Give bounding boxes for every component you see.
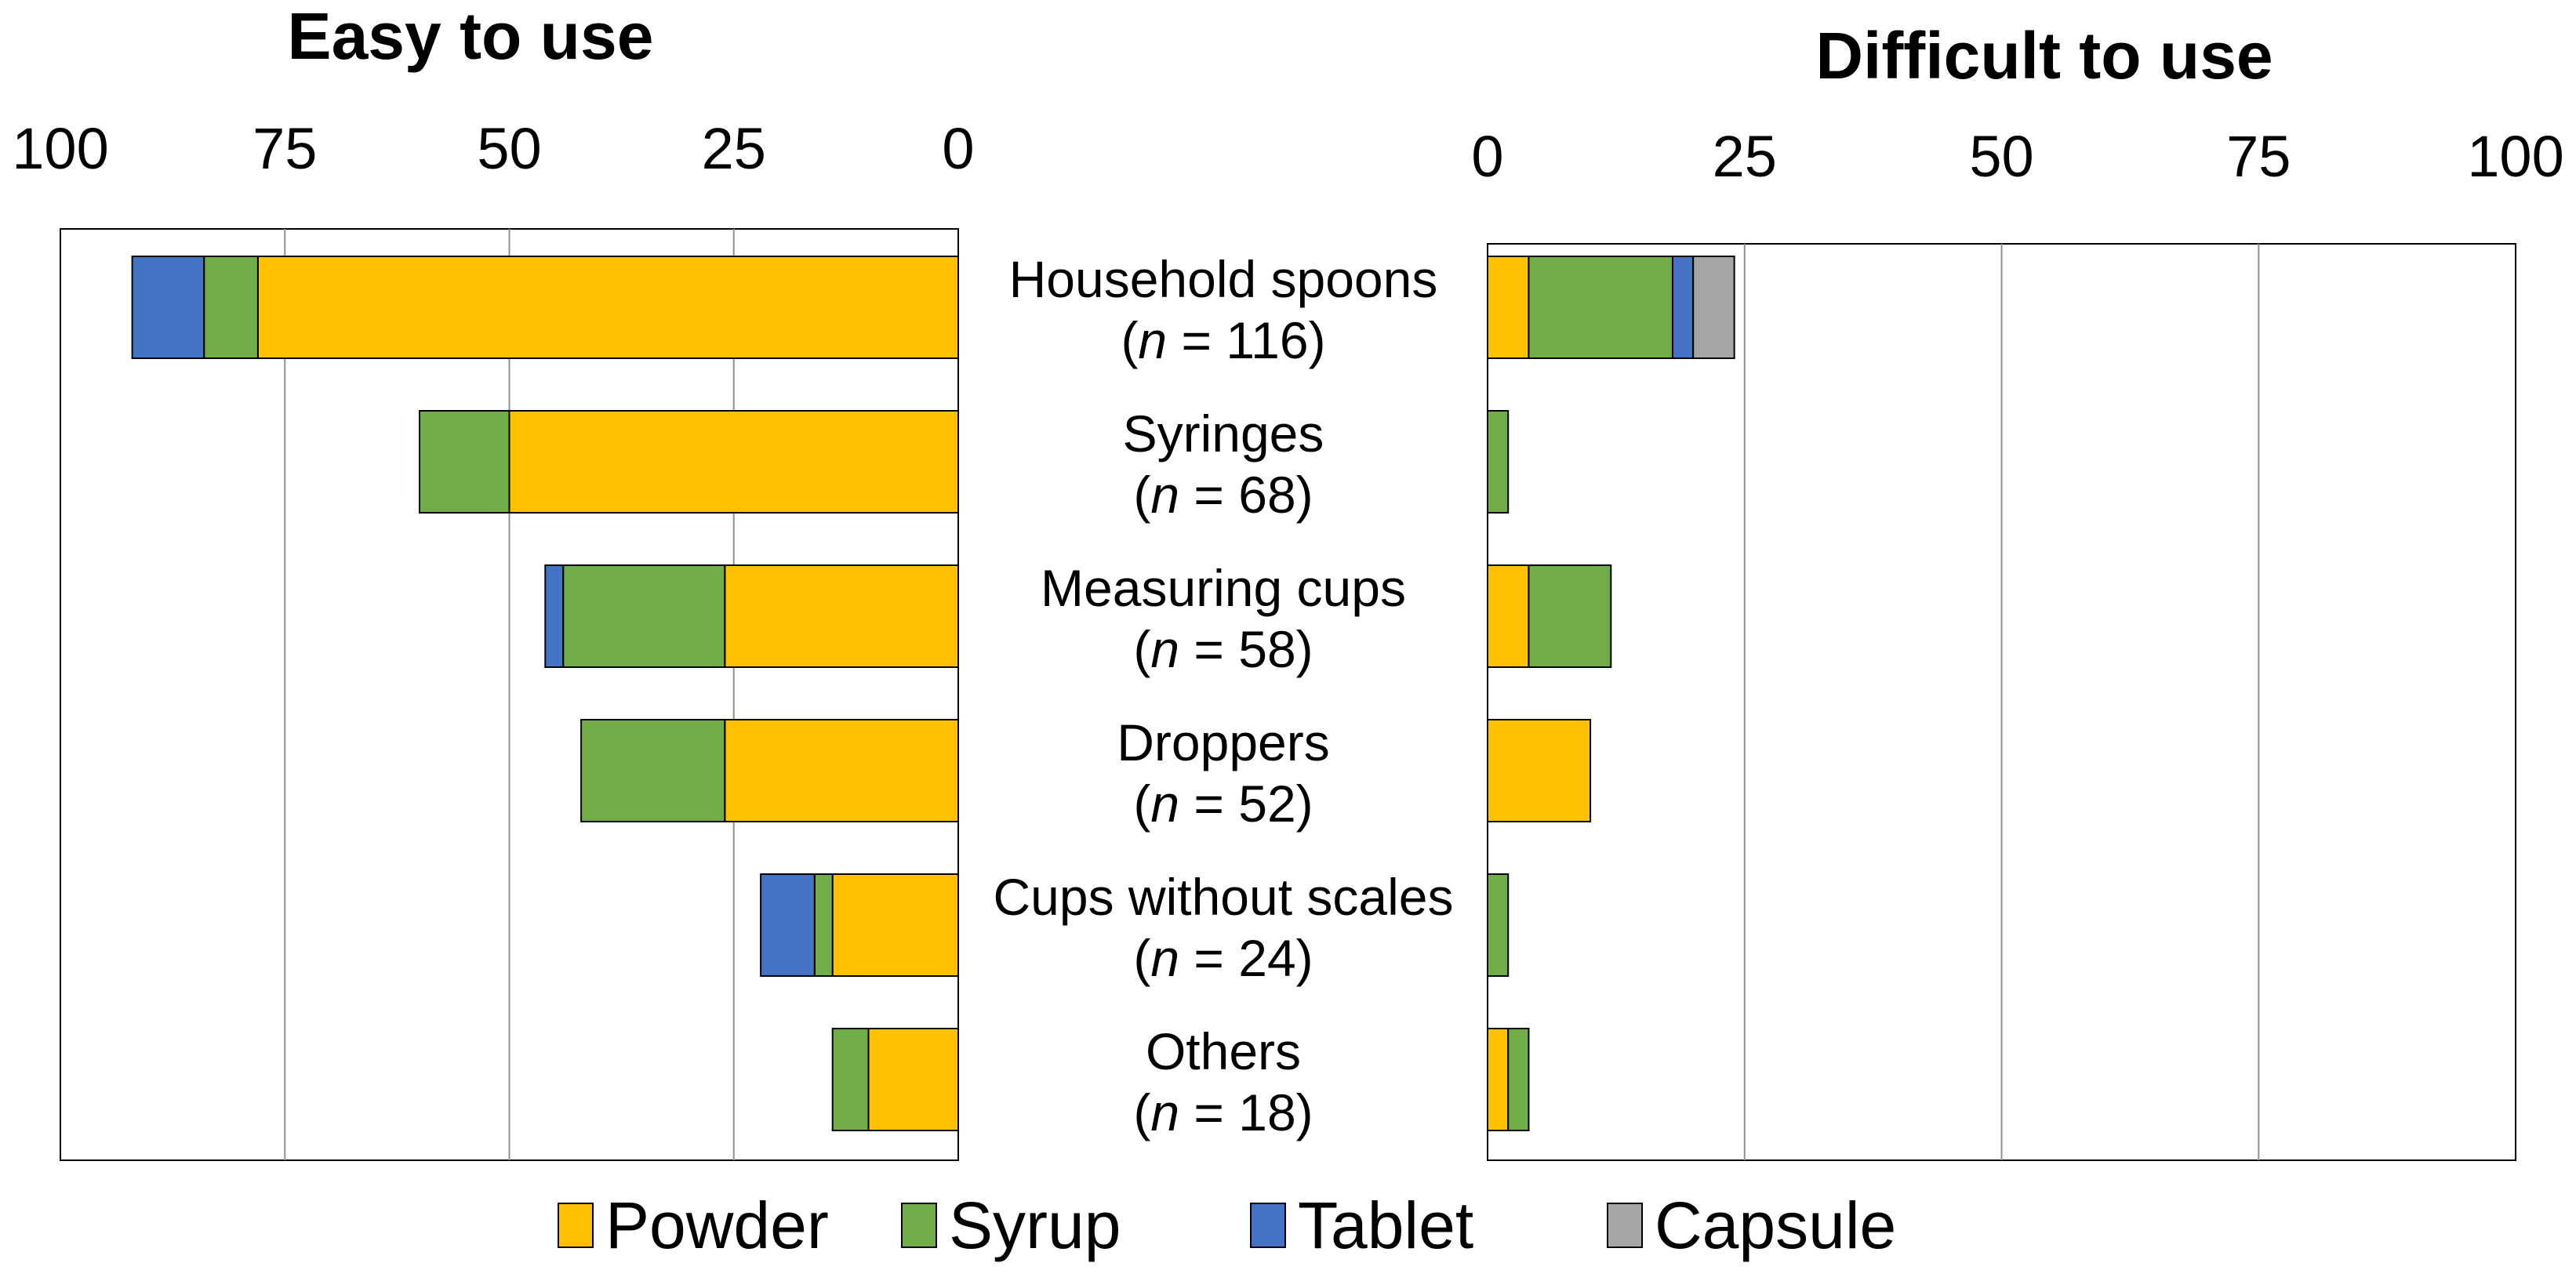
category-n: (n = 18) bbox=[1133, 1083, 1313, 1141]
n-open: ( bbox=[1133, 466, 1150, 524]
n-variable: n bbox=[1150, 466, 1179, 524]
tick-label: 100 bbox=[2467, 124, 2563, 189]
tick-label: 50 bbox=[477, 116, 541, 181]
n-value: = 18) bbox=[1179, 1083, 1313, 1141]
legend-swatch-tablet bbox=[1250, 1203, 1286, 1248]
bar-powder bbox=[508, 410, 959, 513]
chart-title: Easy to use bbox=[288, 0, 654, 73]
bar-powder bbox=[1487, 1028, 1510, 1131]
tick-label: 75 bbox=[253, 116, 317, 181]
tick-label: 50 bbox=[1969, 124, 2033, 189]
bar-syrup bbox=[813, 873, 834, 977]
legend-swatch-powder bbox=[558, 1203, 594, 1248]
n-value: = 52) bbox=[1179, 775, 1313, 833]
bar-syrup bbox=[1528, 256, 1673, 359]
category-label: Others bbox=[1146, 1022, 1301, 1080]
legend-label-capsule: Capsule bbox=[1655, 1188, 1896, 1262]
n-value: = 116) bbox=[1167, 311, 1325, 369]
legend-label-syrup: Syrup bbox=[949, 1188, 1121, 1262]
category-label: Cups without scales bbox=[994, 868, 1454, 926]
tick-label: 0 bbox=[942, 116, 974, 181]
category-n: (n = 116) bbox=[1121, 311, 1325, 369]
bar-tablet bbox=[1671, 256, 1695, 359]
bar-powder bbox=[1487, 719, 1592, 822]
category-n: (n = 24) bbox=[1133, 929, 1313, 987]
bar-syrup bbox=[1487, 410, 1510, 513]
category-n: (n = 58) bbox=[1133, 620, 1313, 678]
bar-syrup bbox=[203, 256, 259, 359]
n-open: ( bbox=[1133, 775, 1150, 833]
bar-tablet bbox=[760, 873, 816, 977]
legend-label-powder: Powder bbox=[605, 1188, 829, 1262]
n-open: ( bbox=[1121, 311, 1138, 369]
bar-syrup bbox=[1528, 564, 1612, 668]
n-variable: n bbox=[1150, 1083, 1179, 1141]
tick-label: 25 bbox=[702, 116, 766, 181]
bar-tablet bbox=[544, 564, 565, 668]
bar-syrup bbox=[831, 1028, 870, 1131]
category-label: Droppers bbox=[1117, 713, 1329, 771]
bar-syrup bbox=[562, 564, 726, 668]
category-label: Measuring cups bbox=[1041, 559, 1406, 617]
n-value: = 68) bbox=[1179, 466, 1313, 524]
bar-powder bbox=[1487, 256, 1530, 359]
legend-label-tablet: Tablet bbox=[1298, 1188, 1473, 1262]
category-label: Household spoons bbox=[1009, 250, 1438, 308]
bar-powder bbox=[867, 1028, 959, 1131]
bar-syrup bbox=[580, 719, 726, 822]
category-label: Syringes bbox=[1123, 405, 1324, 463]
n-variable: n bbox=[1138, 311, 1167, 369]
bar-tablet bbox=[131, 256, 205, 359]
legend-swatch-syrup bbox=[901, 1203, 937, 1248]
bar-powder bbox=[256, 256, 959, 359]
tick-label: 0 bbox=[1471, 124, 1503, 189]
n-value: = 24) bbox=[1179, 929, 1313, 987]
bar-powder bbox=[724, 719, 959, 822]
bar-syrup bbox=[419, 410, 510, 513]
bar-syrup bbox=[1507, 1028, 1530, 1131]
category-n: (n = 68) bbox=[1133, 466, 1313, 524]
n-value: = 58) bbox=[1179, 620, 1313, 678]
bar-powder bbox=[724, 564, 959, 668]
tick-label: 75 bbox=[2226, 124, 2291, 189]
tick-label: 100 bbox=[12, 116, 108, 181]
bar-powder bbox=[831, 873, 959, 977]
legend-swatch-capsule bbox=[1607, 1203, 1643, 1248]
n-variable: n bbox=[1150, 620, 1179, 678]
n-open: ( bbox=[1133, 1083, 1150, 1141]
chart-title: Difficult to use bbox=[1815, 19, 2273, 93]
category-n: (n = 52) bbox=[1133, 775, 1313, 833]
bar-syrup bbox=[1487, 873, 1510, 977]
bar-capsule bbox=[1692, 256, 1735, 359]
n-open: ( bbox=[1133, 929, 1150, 987]
n-open: ( bbox=[1133, 620, 1150, 678]
bar-powder bbox=[1487, 564, 1530, 668]
n-variable: n bbox=[1150, 775, 1179, 833]
tick-label: 25 bbox=[1713, 124, 1777, 189]
n-variable: n bbox=[1150, 929, 1179, 987]
